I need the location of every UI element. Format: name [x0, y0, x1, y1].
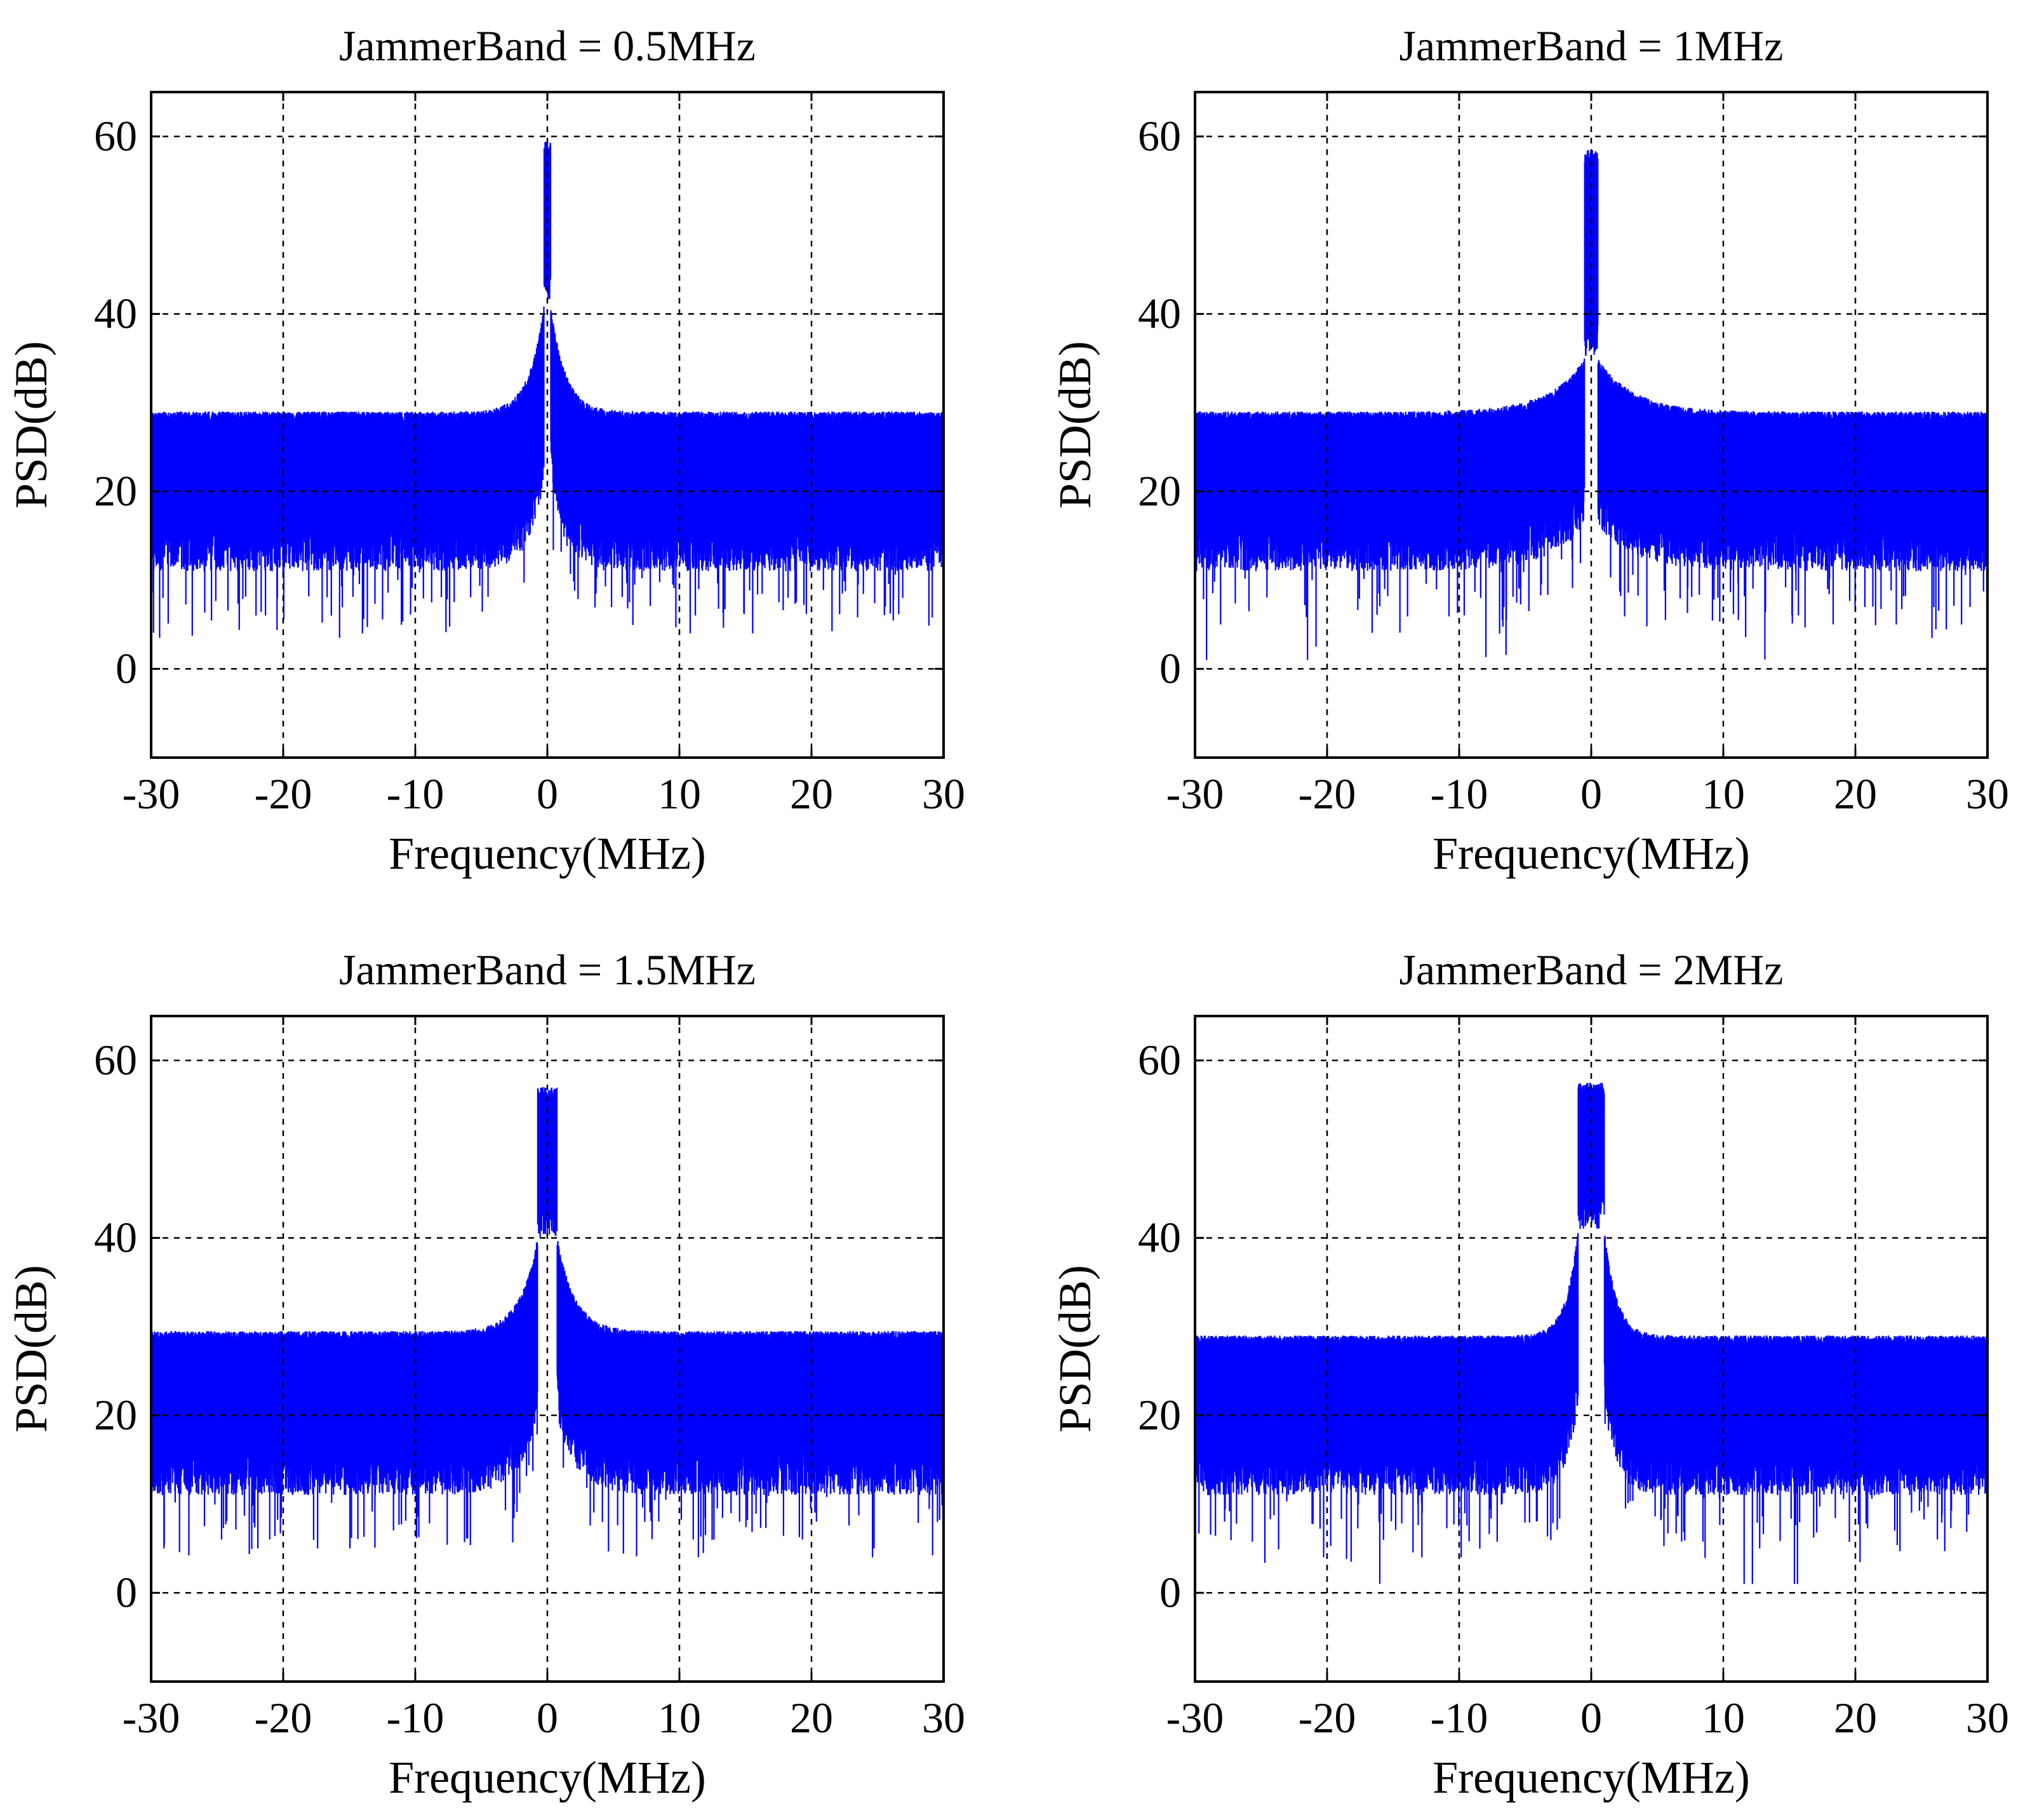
chart-panel-1: JammerBand = 1MHz -30 -20 -10 0 10 20 30 0 20 40 60…	[1050, 22, 2009, 879]
y-tick-label: 60	[1138, 1036, 1181, 1084]
y-tick-label: 20	[94, 467, 137, 515]
plot-frame	[1194, 91, 1989, 759]
y-axis-label: PSD(dB)	[1050, 341, 1100, 509]
x-tick-label: -10	[387, 1694, 444, 1742]
x-axis-label: Frequency(MHz)	[389, 1752, 706, 1803]
x-tick-label: -30	[123, 770, 180, 818]
x-tick-label: 0	[1580, 770, 1602, 818]
x-tick-label: 30	[1966, 770, 2009, 818]
x-tick-label: 10	[658, 770, 701, 818]
y-tick-label: 60	[94, 1036, 137, 1084]
y-axis-label: PSD(dB)	[6, 1265, 57, 1433]
y-tick-label: 20	[94, 1391, 137, 1439]
y-tick-label: 60	[94, 112, 137, 160]
x-tick-label: -20	[1299, 770, 1356, 818]
x-tick-label: 30	[1966, 1694, 2009, 1742]
chart-panel-3: JammerBand = 2MHz -30 -20 -10 0 10 20 30 0 20 40 60…	[1050, 946, 2009, 1803]
x-tick-label: 10	[658, 1694, 701, 1742]
y-tick-label: 40	[94, 289, 137, 337]
y-tick-label: 40	[94, 1213, 137, 1261]
x-tick-label: 30	[922, 770, 965, 818]
x-tick-label: -10	[387, 770, 444, 818]
y-tick-label: 40	[1138, 289, 1181, 337]
y-tick-label: 0	[1159, 1568, 1181, 1616]
x-axis-label: Frequency(MHz)	[1432, 828, 1750, 879]
psd-series-line	[1195, 150, 1987, 660]
chart-panel-0: JammerBand = 0.5MHz -30 -20 -10 0 10 20 30 0 20 40…	[6, 22, 965, 879]
y-tick-label: 20	[1138, 467, 1181, 515]
x-tick-label: -20	[255, 1694, 312, 1742]
y-tick-label: 40	[1138, 1213, 1181, 1261]
y-axis-label: PSD(dB)	[6, 341, 57, 509]
x-tick-label: -30	[1166, 1694, 1224, 1742]
y-axis-label: PSD(dB)	[1050, 1265, 1100, 1433]
x-tick-label: 20	[790, 770, 833, 818]
y-tick-label: 20	[1138, 1391, 1181, 1439]
x-tick-label: 20	[1834, 1694, 1877, 1742]
x-tick-label: -10	[1431, 1694, 1488, 1742]
chart-title: JammerBand = 0.5MHz	[339, 22, 756, 70]
x-tick-label: 0	[1580, 1694, 1602, 1742]
x-tick-label: -30	[123, 1694, 180, 1742]
chart-panel-2: JammerBand = 1.5MHz -30 -20 -10 0 10 20 30 0 20 40…	[6, 946, 965, 1803]
y-tick-label: 60	[1138, 112, 1181, 160]
y-tick-label: 0	[116, 644, 137, 692]
psd-series-line	[151, 1087, 944, 1558]
plot-frame	[1194, 1015, 1989, 1683]
x-tick-label: -10	[1431, 770, 1488, 818]
x-tick-label: 20	[1834, 770, 1877, 818]
x-tick-label: -20	[255, 770, 312, 818]
x-axis-label: Frequency(MHz)	[389, 828, 706, 879]
chart-title: JammerBand = 1.5MHz	[339, 946, 756, 994]
x-tick-label: -20	[1299, 1694, 1356, 1742]
y-tick-label: 0	[116, 1568, 137, 1616]
chart-title: JammerBand = 1MHz	[1399, 22, 1784, 70]
x-tick-label: 0	[537, 770, 558, 818]
x-tick-label: 0	[537, 1694, 558, 1742]
y-tick-label: 0	[1159, 644, 1181, 692]
plot-frame	[150, 91, 945, 759]
x-tick-label: -30	[1166, 770, 1224, 818]
x-tick-label: 20	[790, 1694, 833, 1742]
x-tick-label: 30	[922, 1694, 965, 1742]
x-tick-label: 10	[1702, 770, 1745, 818]
chart-title: JammerBand = 2MHz	[1399, 946, 1784, 994]
x-axis-label: Frequency(MHz)	[1432, 1752, 1750, 1803]
x-tick-label: 10	[1702, 1694, 1745, 1742]
plot-frame	[150, 1015, 945, 1683]
